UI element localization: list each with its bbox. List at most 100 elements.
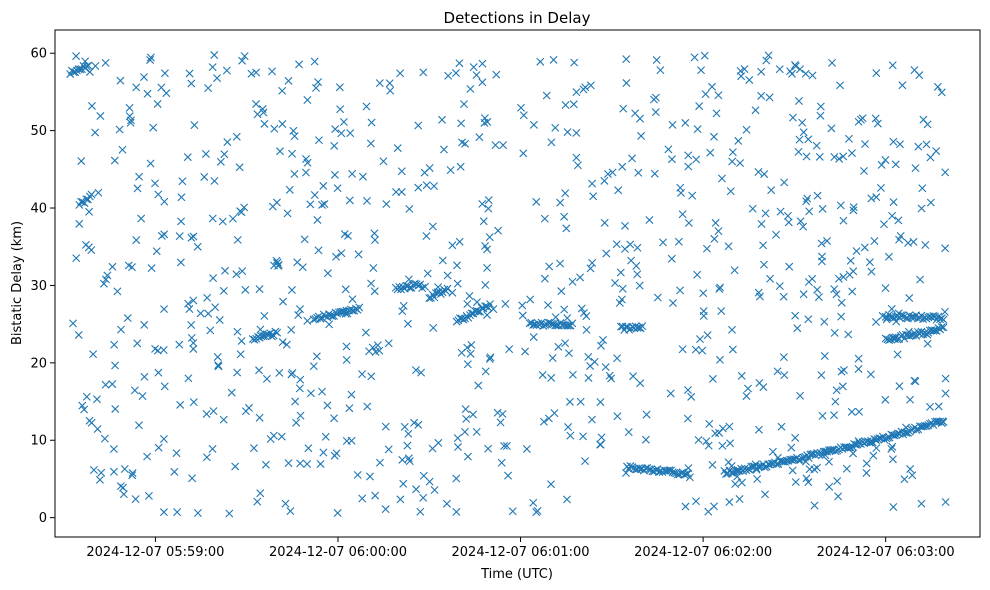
clutter-point	[332, 252, 341, 261]
clutter-point	[438, 256, 447, 265]
clutter-point	[189, 398, 198, 407]
clutter-point	[888, 211, 897, 220]
clutter-point	[405, 204, 414, 213]
track-point	[257, 332, 266, 341]
clutter-point	[290, 132, 299, 141]
clutter-point	[74, 330, 83, 339]
clutter-point	[110, 340, 119, 349]
clutter-point	[296, 305, 305, 314]
clutter-point	[362, 102, 371, 111]
clutter-point	[760, 170, 769, 179]
clutter-point	[485, 233, 494, 242]
clutter-point	[469, 63, 478, 72]
track-point	[819, 447, 828, 456]
clutter-point	[717, 174, 726, 183]
clutter-point	[146, 159, 155, 168]
clutter-point	[185, 69, 194, 78]
clutter-point	[615, 298, 624, 307]
clutter-point	[233, 368, 242, 377]
clutter-point	[238, 56, 247, 65]
clutter-point	[109, 467, 118, 476]
clutter-point	[124, 261, 133, 270]
clutter-point	[681, 118, 690, 127]
clutter-point	[626, 240, 635, 249]
clutter-point	[876, 183, 885, 192]
clutter-point	[827, 124, 836, 133]
clutter-point	[235, 163, 244, 172]
track-point	[843, 443, 852, 452]
clutter-point	[848, 287, 857, 296]
clutter-point	[547, 138, 556, 147]
track-point	[939, 315, 948, 324]
clutter-point	[304, 444, 313, 453]
clutter-point	[871, 114, 880, 123]
clutter-point	[278, 338, 287, 347]
clutter-point	[659, 238, 667, 247]
clutter-point	[508, 507, 517, 516]
clutter-point	[178, 177, 187, 186]
clutter-point	[757, 91, 766, 100]
track-point	[529, 320, 538, 329]
clutter-point	[232, 270, 241, 279]
clutter-point	[849, 206, 858, 215]
clutter-point	[348, 295, 357, 304]
y-axis-title: Bistatic Delay (km)	[10, 221, 25, 345]
clutter-point	[296, 459, 305, 468]
clutter-point	[290, 170, 299, 179]
clutter-point	[85, 207, 94, 216]
clutter-point	[893, 350, 902, 359]
clutter-point	[711, 218, 720, 227]
clutter-point	[775, 282, 784, 291]
clutter-point	[889, 137, 898, 146]
clutter-point	[836, 201, 845, 210]
clutter-point	[116, 482, 125, 491]
clutter-point	[563, 128, 572, 137]
clutter-point	[366, 472, 374, 481]
clutter-point	[602, 249, 611, 258]
clutter-point	[795, 135, 804, 144]
clutter-point	[472, 71, 481, 80]
clutter-point	[499, 141, 508, 150]
clutter-point	[502, 441, 511, 450]
clutter-point	[759, 260, 768, 269]
x-axis: 2024-12-07 05:59:00 2024-12-07 06:00:00 20…	[86, 537, 955, 560]
clutter-point	[828, 58, 837, 67]
clutter-point	[120, 464, 129, 473]
track-point	[754, 462, 763, 471]
clutter-point	[345, 196, 354, 205]
clutter-point	[101, 380, 110, 389]
clutter-point	[496, 418, 505, 427]
clutter-point	[906, 465, 915, 474]
clutter-point	[404, 454, 413, 463]
clutter-point	[253, 110, 262, 119]
clutter-point	[173, 508, 182, 517]
clutter-point	[676, 188, 685, 197]
clutter-point	[99, 279, 108, 288]
clutter-point	[82, 392, 91, 401]
clutter-point	[566, 431, 575, 440]
clutter-point	[473, 298, 481, 307]
clutter-point	[754, 168, 763, 177]
clutter-point	[220, 266, 229, 275]
clutter-point	[557, 287, 566, 296]
clutter-point	[128, 469, 137, 478]
clutter-point	[303, 460, 312, 468]
clutter-point	[132, 83, 141, 92]
clutter-point	[209, 274, 218, 283]
clutter-point	[130, 386, 139, 395]
clutter-point	[330, 170, 339, 179]
clutter-point	[193, 242, 202, 251]
clutter-point	[561, 100, 570, 109]
clutter-point	[419, 493, 428, 502]
clutter-point	[478, 59, 487, 68]
clutter-point	[651, 93, 660, 102]
clutter-point	[582, 325, 591, 334]
clutter-point	[126, 118, 135, 127]
clutter-point	[342, 437, 351, 446]
clutter-point	[115, 125, 124, 134]
clutter-point	[588, 179, 597, 188]
clutter-point	[684, 151, 693, 160]
clutter-point	[483, 117, 492, 126]
clutter-point	[529, 498, 538, 507]
clutter-point	[570, 58, 579, 67]
